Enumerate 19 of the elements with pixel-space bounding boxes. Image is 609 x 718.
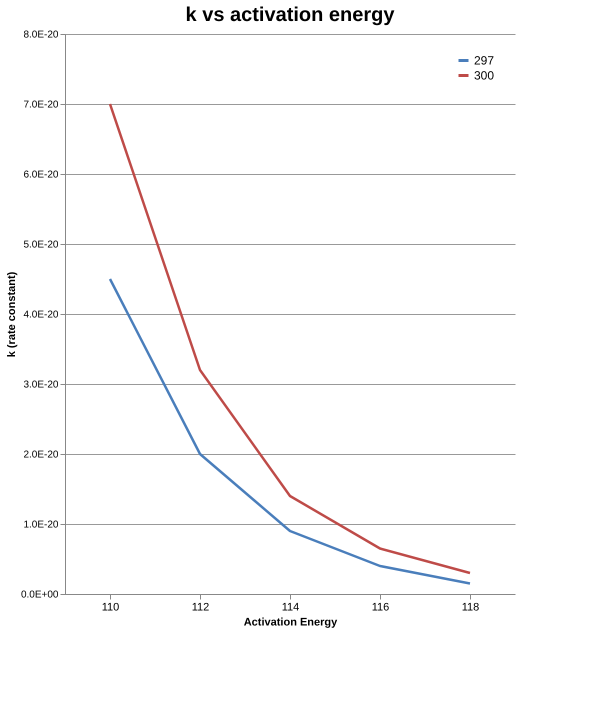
x-tick-label: 112: [192, 602, 210, 614]
x-axis-title: Activation Energy: [244, 616, 338, 628]
y-tick-label: 2.0E-20: [23, 450, 59, 460]
y-tick-label: 7.0E-20: [23, 100, 59, 110]
x-tick-label: 114: [282, 602, 300, 614]
y-tick-label: 8.0E-20: [23, 30, 59, 40]
y-tick-label: 1.0E-20: [23, 520, 59, 530]
y-tick-label: 4.0E-20: [23, 310, 59, 320]
x-tick-label: 110: [102, 602, 120, 614]
y-tick-label: 0.0E+00: [20, 590, 59, 600]
x-tick-label: 118: [462, 602, 480, 614]
legend-label: 297: [474, 54, 494, 68]
x-tick-label: 116: [372, 602, 390, 614]
y-tick-label: 5.0E-20: [23, 240, 59, 250]
y-tick-label: 6.0E-20: [23, 170, 59, 180]
y-tick-label: 3.0E-20: [23, 380, 59, 390]
y-axis-title: k (rate constant): [6, 271, 18, 358]
legend-label: 300: [474, 68, 494, 82]
chart-title: k vs activation energy: [186, 4, 396, 26]
